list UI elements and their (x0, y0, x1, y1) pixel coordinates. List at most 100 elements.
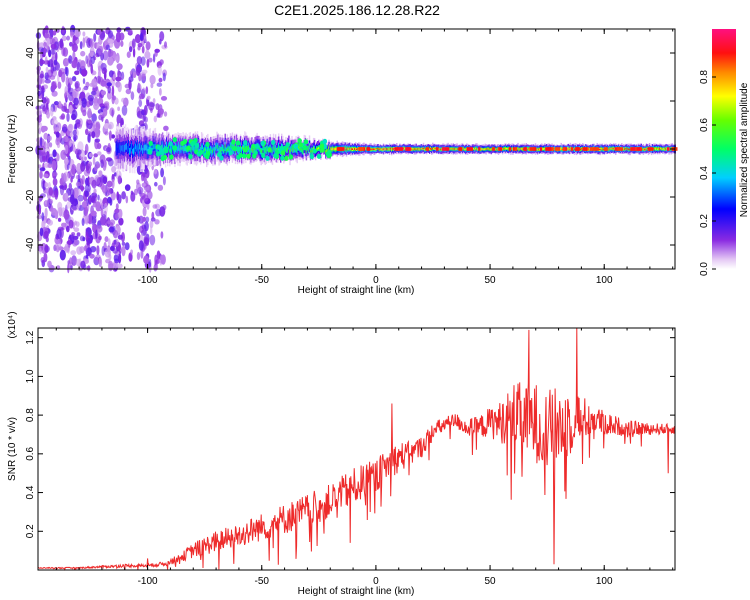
heatmap-cell (224, 144, 226, 149)
heatmap-cell (613, 148, 616, 150)
heatmap-cell (171, 149, 173, 154)
heatmap-cell (124, 184, 131, 192)
heatmap-cell (382, 148, 385, 150)
heatmap-cell (351, 148, 354, 150)
heatmap-cell (136, 232, 141, 240)
heatmap-cell (148, 140, 153, 146)
heatmap-cell (118, 217, 124, 226)
heatmap-cell (65, 66, 69, 77)
heatmap-cell (539, 147, 543, 151)
heatmap-cell (474, 148, 476, 151)
heatmap-cell (229, 144, 232, 149)
heatmap-cell (647, 147, 654, 151)
heatmap-cell (79, 41, 83, 50)
heatmap-cell (235, 140, 241, 146)
colorbar-ticks: 0.0 0.2 0.4 0.6 0.8 (699, 70, 716, 276)
heatmap-cell (69, 132, 73, 138)
heatmap-cell (643, 148, 646, 151)
heatmap-cell (154, 219, 160, 225)
heatmap-cell (49, 106, 54, 117)
heatmap-cell (570, 147, 574, 151)
heatmap-cell (129, 148, 131, 155)
heatmap-cell (215, 145, 217, 149)
heatmap-cell (159, 206, 166, 217)
heatmap-cell (107, 56, 114, 66)
heatmap-cell (47, 163, 53, 169)
heatmap-cell (152, 53, 156, 63)
heatmap-cell (560, 148, 562, 150)
heatmap-cell (588, 148, 590, 150)
heatmap-cell (288, 154, 294, 160)
heatmap-cell (155, 151, 161, 157)
heatmap-cell (45, 66, 49, 73)
heatmap-cell (143, 105, 148, 116)
heatmap-cell (87, 213, 93, 225)
heatmap-cell (159, 31, 165, 42)
heatmap-cell (142, 147, 144, 154)
heatmap-cell (46, 111, 50, 119)
heatmap-cell (151, 148, 154, 152)
heatmap-cell (659, 148, 661, 150)
heatmap-cell (72, 235, 79, 240)
heatmap-cell (236, 146, 241, 152)
heatmap-cell (212, 149, 214, 153)
heatmap-cell (386, 148, 389, 150)
heatmap-cell (526, 147, 529, 150)
y-tick-label: 0.8 (25, 408, 36, 422)
heatmap-cell (455, 148, 458, 150)
heatmap-cell (338, 147, 342, 151)
heatmap-cell (561, 148, 563, 150)
heatmap-cell (112, 73, 117, 80)
heatmap-cell (482, 148, 484, 150)
heatmap-cell (258, 145, 260, 150)
heatmap-cell (85, 214, 89, 225)
heatmap-cell (75, 181, 81, 187)
heatmap-cell (93, 188, 97, 194)
heatmap-cell (66, 35, 70, 41)
heatmap-cell (440, 148, 442, 150)
heatmap-cell (108, 226, 115, 233)
heatmap-cell (264, 148, 267, 152)
heatmap-cell (607, 148, 610, 151)
heatmap-cell (108, 70, 114, 78)
heatmap-cell (239, 145, 242, 149)
heatmap-cell (387, 148, 390, 150)
heatmap-cell (124, 144, 127, 150)
y-tick-label: 20 (25, 95, 36, 107)
heatmap-cell (523, 147, 527, 151)
heatmap-cell (124, 242, 130, 251)
heatmap-cell (108, 49, 114, 57)
heatmap-cell (39, 59, 46, 65)
heatmap-cell (139, 143, 141, 150)
heatmap-cell (160, 144, 163, 149)
heatmap-cell (62, 135, 69, 143)
heatmap-cell (156, 144, 161, 150)
heatmap-cell (87, 133, 91, 143)
heatmap-cell (67, 263, 70, 274)
spectrogram-x-axis-label: Height of straight line (km) (298, 285, 415, 296)
heatmap-cell (138, 99, 143, 108)
heatmap-cell (146, 145, 148, 152)
heatmap-cell (152, 98, 156, 104)
heatmap-cell (64, 144, 69, 155)
heatmap-cell (80, 50, 86, 57)
heatmap-cell (412, 148, 415, 150)
x-tick-label: -50 (255, 275, 270, 286)
heatmap-cell (128, 79, 132, 91)
heatmap-cell (161, 144, 164, 148)
heatmap-cell (136, 56, 143, 65)
heatmap-cell (44, 182, 49, 188)
heatmap-cell (261, 152, 266, 159)
heatmap-cell (316, 147, 318, 151)
heatmap-cell (543, 148, 545, 150)
heatmap-cell (301, 148, 304, 153)
heatmap-cell (297, 138, 302, 144)
heatmap-cell (85, 177, 89, 186)
heatmap-cell (325, 150, 327, 153)
heatmap-cell (69, 164, 72, 170)
heatmap-cell (96, 177, 103, 188)
heatmap-cell (90, 90, 97, 96)
heatmap-cell (403, 147, 405, 149)
snr-y-multiplier: (x10⁴) (7, 311, 18, 338)
heatmap-cell (39, 227, 44, 237)
